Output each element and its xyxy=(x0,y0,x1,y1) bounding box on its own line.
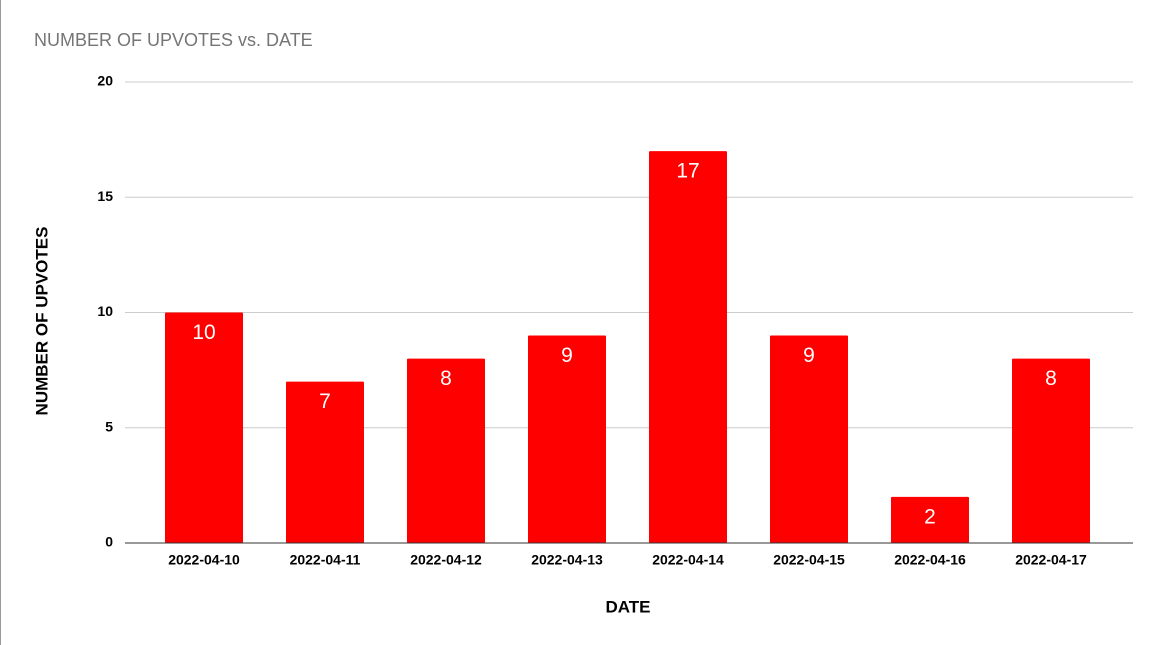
bar xyxy=(1012,358,1090,543)
x-tick-label: 2022-04-16 xyxy=(894,552,966,568)
bar xyxy=(649,151,727,543)
bar xyxy=(407,358,485,543)
data-label: 8 xyxy=(1045,367,1057,390)
x-tick-label: 2022-04-12 xyxy=(410,552,482,568)
bar xyxy=(528,335,606,543)
x-tick-label: 2022-04-14 xyxy=(652,552,724,568)
data-label: 9 xyxy=(803,344,815,367)
data-label: 17 xyxy=(676,160,699,183)
bar xyxy=(891,496,969,543)
data-label: 8 xyxy=(440,367,452,390)
x-tick-label: 2022-04-17 xyxy=(1015,552,1087,568)
y-tick-label: 15 xyxy=(97,188,113,204)
bar xyxy=(165,312,243,543)
y-tick-label: 5 xyxy=(105,418,113,434)
y-tick-label: 10 xyxy=(97,303,113,319)
chart-title: NUMBER OF UPVOTES vs. DATE xyxy=(34,30,313,50)
y-tick-label: 20 xyxy=(97,73,113,89)
y-axis-title: NUMBER OF UPVOTES xyxy=(32,227,51,416)
y-tick-label: 0 xyxy=(105,534,113,550)
data-label: 7 xyxy=(319,390,331,413)
bar xyxy=(286,381,364,543)
data-label: 2 xyxy=(924,505,936,528)
x-tick-label: 2022-04-11 xyxy=(290,552,361,568)
x-axis-title: DATE xyxy=(605,597,650,616)
data-label: 9 xyxy=(561,344,573,367)
data-label: 10 xyxy=(192,321,215,344)
x-tick-label: 2022-04-13 xyxy=(531,552,603,568)
x-tick-label: 2022-04-10 xyxy=(168,552,240,568)
x-tick-label: 2022-04-15 xyxy=(773,552,845,568)
bar xyxy=(770,335,848,543)
